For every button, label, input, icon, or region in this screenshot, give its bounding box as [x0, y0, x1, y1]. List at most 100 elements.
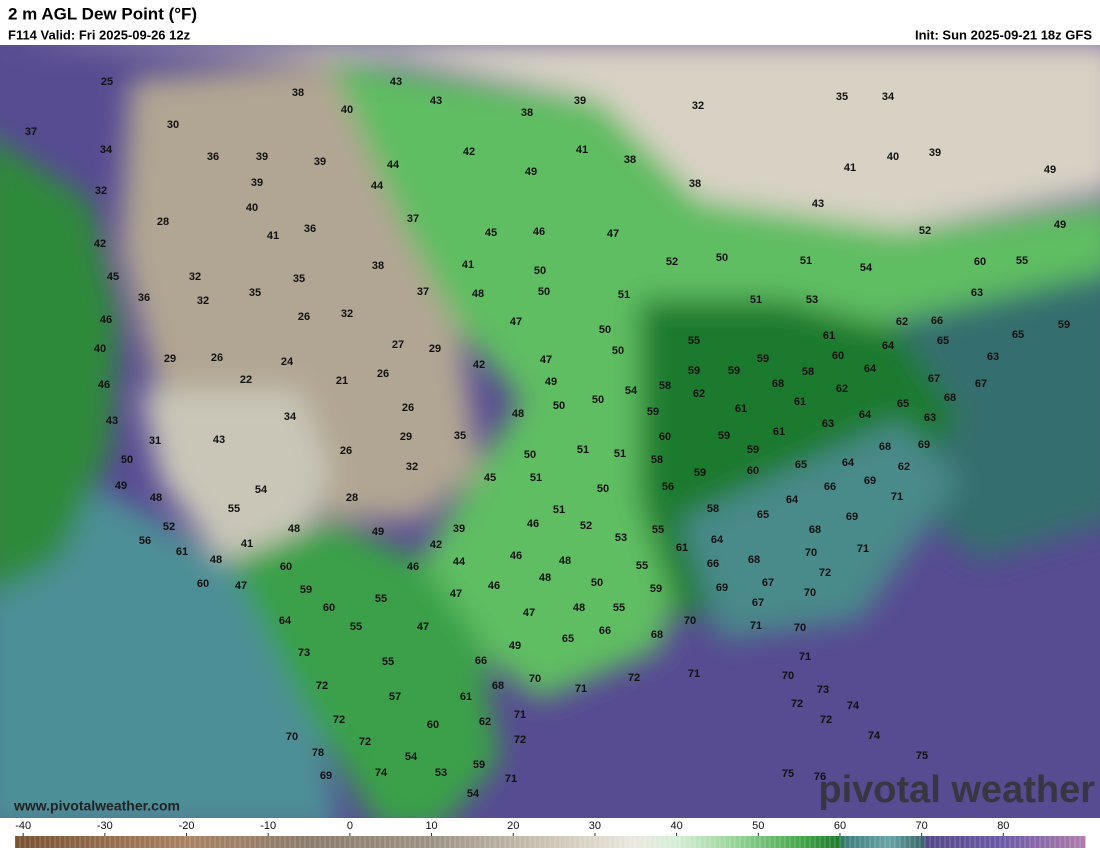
dewpoint-label: 47: [450, 588, 462, 600]
colorbar-swatch: [1010, 836, 1016, 848]
colorbar-swatch: [645, 836, 651, 848]
dewpoint-label: 30: [167, 119, 179, 131]
colorbar-swatch: [410, 836, 416, 848]
colorbar-swatch: [665, 836, 671, 848]
dewpoint-label: 55: [375, 593, 387, 605]
dewpoint-label: 62: [479, 716, 491, 728]
colorbar-swatch: [100, 836, 106, 848]
dewpoint-label: 66: [931, 315, 943, 327]
colorbar-swatch: [860, 836, 866, 848]
colorbar-swatch: [340, 836, 346, 848]
colorbar-tick-label: 70: [916, 820, 928, 832]
dewpoint-label: 66: [599, 625, 611, 637]
dewpoint-label: 40: [246, 202, 258, 214]
dewpoint-label: 66: [707, 558, 719, 570]
dewpoint-label: 63: [822, 418, 834, 430]
colorbar-swatch: [120, 836, 126, 848]
dewpoint-label: 26: [340, 445, 352, 457]
dewpoint-label: 55: [1016, 255, 1028, 267]
colorbar-swatch: [865, 836, 871, 848]
dewpoint-label: 69: [846, 511, 858, 523]
colorbar-swatch: [150, 836, 156, 848]
colorbar-swatch: [425, 836, 431, 848]
colorbar-swatch: [135, 836, 141, 848]
colorbar-swatch: [740, 836, 746, 848]
colorbar-swatch: [505, 836, 511, 848]
dewpoint-label: 52: [163, 521, 175, 533]
colorbar-swatch: [605, 836, 611, 848]
dewpoint-label: 54: [860, 262, 873, 274]
great-basin: [140, 390, 330, 560]
colorbar-swatch: [325, 836, 331, 848]
colorbar-swatch: [240, 836, 246, 848]
colorbar-swatch: [455, 836, 461, 848]
dewpoint-label: 53: [806, 294, 818, 306]
colorbar-swatch: [30, 836, 36, 848]
colorbar-tick-label: -40: [15, 820, 31, 832]
dewpoint-label: 72: [791, 698, 803, 710]
colorbar-swatch: [15, 836, 21, 848]
dewpoint-label: 67: [762, 577, 774, 589]
dewpoint-label: 75: [916, 750, 928, 762]
dewpoint-label: 67: [928, 373, 940, 385]
dewpoint-label: 42: [430, 539, 442, 551]
colorbar-swatch: [60, 836, 66, 848]
dewpoint-label: 46: [533, 226, 545, 238]
dewpoint-label: 55: [652, 524, 664, 536]
dewpoint-label: 34: [100, 144, 113, 156]
colorbar-swatch: [275, 836, 281, 848]
colorbar-swatch: [950, 836, 956, 848]
dewpoint-label: 43: [812, 198, 824, 210]
colorbar-swatch: [470, 836, 476, 848]
dewpoint-label: 46: [510, 550, 522, 562]
dewpoint-label: 32: [692, 100, 704, 112]
dewpoint-label: 41: [844, 162, 856, 174]
colorbar-swatch: [880, 836, 886, 848]
colorbar-swatch: [1020, 836, 1026, 848]
dewpoint-label: 70: [286, 731, 298, 743]
dewpoint-label: 68: [492, 680, 504, 692]
colorbar-swatch: [660, 836, 666, 848]
colorbar-swatch: [130, 836, 136, 848]
dewpoint-label: 55: [228, 503, 240, 515]
colorbar-swatch: [1055, 836, 1061, 848]
dewpoint-label: 42: [463, 146, 475, 158]
dewpoint-label: 46: [527, 518, 539, 530]
colorbar-swatch: [720, 836, 726, 848]
colorbar-swatch: [165, 836, 171, 848]
colorbar-swatch: [680, 836, 686, 848]
dewpoint-label: 52: [919, 225, 931, 237]
dewpoint-label: 71: [514, 709, 526, 721]
dewpoint-label: 47: [540, 354, 552, 366]
dewpoint-label: 51: [553, 504, 565, 516]
colorbar-swatch: [890, 836, 896, 848]
colorbar-swatch: [855, 836, 861, 848]
colorbar-swatch: [395, 836, 401, 848]
dewpoint-label: 38: [372, 260, 384, 272]
colorbar-swatch: [845, 836, 851, 848]
colorbar-tick-label: 30: [589, 820, 601, 832]
colorbar-swatch: [925, 836, 931, 848]
colorbar-swatch: [385, 836, 391, 848]
dewpoint-label: 59: [300, 584, 312, 596]
colorbar-swatch: [20, 836, 26, 848]
dewpoint-label: 32: [189, 271, 201, 283]
dewpoint-label: 45: [485, 227, 497, 239]
colorbar-swatch: [370, 836, 376, 848]
dewpoint-label: 68: [651, 629, 663, 641]
colorbar-swatch: [345, 836, 351, 848]
dewpoint-label: 62: [896, 316, 908, 328]
colorbar-swatch: [590, 836, 596, 848]
dewpoint-label: 38: [689, 178, 701, 190]
colorbar-swatch: [755, 836, 761, 848]
colorbar-swatch: [960, 836, 966, 848]
dewpoint-label: 68: [809, 524, 821, 536]
header-bg: [0, 0, 1100, 45]
colorbar-swatch: [80, 836, 86, 848]
pacific: [0, 440, 338, 818]
colorbar-swatch: [55, 836, 61, 848]
dewpoint-label: 60: [747, 465, 759, 477]
dewpoint-label: 26: [402, 402, 414, 414]
colorbar-swatch: [975, 836, 981, 848]
dewpoint-label: 39: [251, 177, 263, 189]
